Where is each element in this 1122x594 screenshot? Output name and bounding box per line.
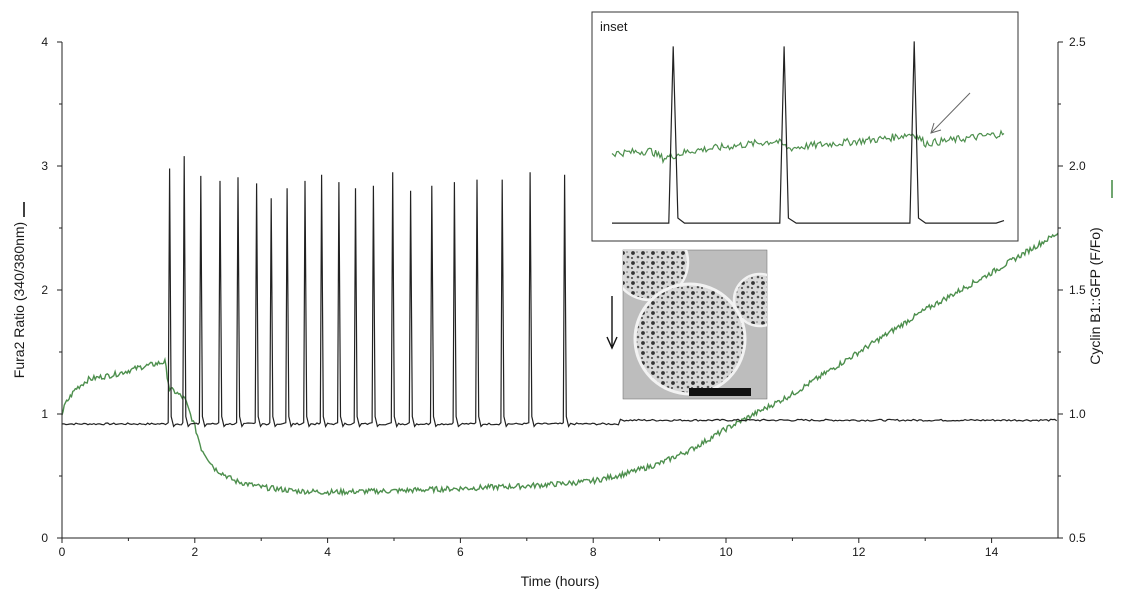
inset-fura2-series-line — [612, 41, 1005, 224]
oocyte-micrograph — [622, 249, 768, 400]
y2-tick-label: 2.0 — [1069, 159, 1086, 173]
x-axis-title: Time (hours) — [521, 573, 600, 589]
x-tick-label: 14 — [985, 545, 999, 559]
y2-tick-label: 1.0 — [1069, 407, 1086, 421]
right-y-axis-title: Cyclin B1::GFP (F/Fo) — [1087, 227, 1103, 364]
down-arrow — [606, 296, 618, 350]
x-tick-label: 4 — [324, 545, 331, 559]
x-axis: 0 2 4 6 8 10 12 14 — [59, 538, 999, 559]
x-tick-label: 10 — [719, 545, 733, 559]
y2-tick-label: 0.5 — [1069, 531, 1086, 545]
inset-frame — [591, 11, 1019, 242]
x-tick-label: 12 — [852, 545, 866, 559]
x-tick-label: 0 — [59, 545, 66, 559]
inset-arrow — [930, 92, 971, 134]
inset-label: inset — [600, 19, 628, 34]
y-tick-label: 4 — [41, 35, 48, 49]
y-tick-label: 1 — [41, 407, 48, 421]
axis-frame — [61, 42, 1059, 539]
fura2-ratio-series-line — [61, 156, 1058, 428]
left-y-axis: 0 1 2 3 4 — [41, 35, 62, 545]
y-tick-label: 3 — [41, 159, 48, 173]
left-y-axis-title: Fura2 Ratio (340/380nm) — [11, 222, 27, 378]
inset-panel: inset — [591, 11, 1019, 242]
cyclin-b1-gfp-series-line — [61, 232, 1059, 497]
x-tick-label: 6 — [457, 545, 464, 559]
y2-tick-label: 1.5 — [1069, 283, 1086, 297]
scale-bar — [689, 388, 751, 396]
x-tick-label: 8 — [590, 545, 597, 559]
y-tick-label: 0 — [41, 531, 48, 545]
right-y-axis: 0.5 1.0 1.5 2.0 2.5 — [1058, 35, 1086, 545]
y2-tick-label: 2.5 — [1069, 35, 1086, 49]
y-tick-label: 2 — [41, 283, 48, 297]
x-tick-label: 2 — [191, 545, 198, 559]
